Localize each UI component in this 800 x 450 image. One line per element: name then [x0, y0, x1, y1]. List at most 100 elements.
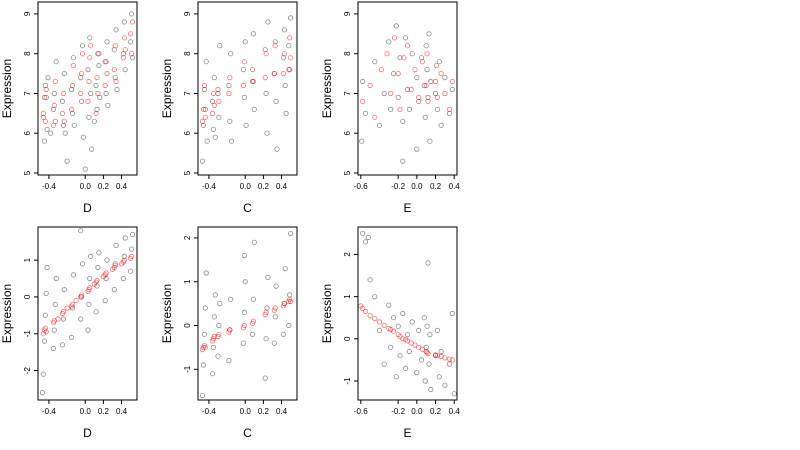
data-point-black	[241, 309, 247, 315]
panel-top-left: -0.4 0.0 0.2 0.4 5 6 7 8 9 D Expression	[0, 1, 138, 215]
data-point-black	[287, 231, 294, 237]
data-point-red	[69, 301, 76, 307]
data-point-black	[251, 239, 257, 245]
data-point-red	[211, 333, 217, 340]
y-tick-label: 6	[343, 130, 352, 135]
data-point-black	[426, 31, 432, 37]
data-point-black	[265, 274, 271, 280]
data-point-black	[414, 369, 420, 376]
data-point-red	[129, 253, 135, 259]
data-point-black	[113, 27, 119, 33]
data-point-black	[402, 35, 409, 41]
data-point-black	[250, 296, 256, 302]
data-point-black	[360, 230, 366, 236]
data-point-red	[216, 331, 222, 337]
y-tick-label: 7	[183, 91, 192, 96]
data-point-black	[43, 94, 49, 101]
data-point-red	[442, 90, 448, 97]
data-point-black	[41, 138, 48, 144]
data-point-black	[414, 146, 420, 152]
data-point-black	[203, 59, 209, 65]
data-point-black	[241, 94, 247, 101]
data-point-red	[263, 51, 269, 57]
data-point-black	[360, 78, 366, 85]
data-point-black	[61, 71, 67, 77]
data-point-black	[390, 71, 397, 77]
y-tick-label: 8	[183, 51, 192, 56]
data-point-black	[129, 231, 136, 237]
x-axis-title: E	[403, 201, 411, 215]
y-tick-label: 6	[183, 130, 192, 135]
data-point-black	[88, 253, 94, 259]
data-point-red	[367, 312, 373, 319]
data-point-black	[449, 86, 455, 93]
y-tick-label: 2	[183, 235, 192, 240]
data-point-black	[264, 130, 270, 136]
data-point-black	[286, 43, 292, 49]
data-point-black	[53, 275, 59, 282]
data-point-red	[388, 326, 394, 333]
data-point-red	[372, 315, 378, 322]
y-tick-label: 5	[343, 170, 352, 175]
data-point-red	[384, 51, 390, 57]
data-point-black	[86, 114, 92, 120]
data-point-black	[129, 246, 135, 252]
data-point-black	[229, 138, 235, 144]
x-tick-label: -0.4	[202, 407, 216, 416]
data-point-black	[272, 314, 278, 320]
y-tick-label: 5	[183, 170, 192, 175]
data-point-black	[211, 314, 217, 320]
data-point-black	[240, 67, 246, 73]
data-point-red	[240, 82, 246, 89]
data-point-black	[282, 82, 288, 89]
data-point-black	[96, 250, 102, 256]
data-point-black	[112, 261, 118, 267]
data-point-black	[376, 327, 383, 333]
data-point-black	[210, 126, 216, 132]
data-point-red	[423, 82, 429, 89]
data-point-black	[61, 286, 67, 293]
data-point-black	[210, 344, 216, 350]
x-tick-label: 0.0	[80, 182, 92, 191]
y-tick-label: -1	[343, 377, 352, 385]
x-tick-label: -0.4	[202, 182, 216, 191]
data-point-red	[111, 67, 117, 73]
data-point-black	[64, 158, 70, 164]
data-point-black	[216, 114, 222, 120]
data-point-black	[39, 389, 46, 396]
data-point-red	[121, 257, 127, 263]
data-point-black	[427, 138, 433, 144]
data-point-red	[103, 59, 109, 65]
data-point-red	[400, 336, 406, 342]
data-point-red	[69, 106, 75, 113]
y-tick-label: -1	[183, 365, 192, 373]
data-point-red	[272, 43, 278, 49]
x-tick-label: -0.6	[354, 182, 368, 191]
data-point-black	[367, 277, 373, 283]
data-point-black	[282, 265, 288, 272]
x-axis-title: C	[243, 426, 252, 440]
x-tick-label: 0.2	[430, 407, 442, 416]
data-point-black	[251, 106, 257, 113]
data-point-black	[40, 114, 47, 120]
data-point-black	[44, 264, 50, 271]
data-point-black	[434, 327, 440, 333]
data-point-red	[391, 35, 397, 41]
data-point-black	[59, 342, 66, 348]
data-point-black	[376, 122, 383, 128]
data-point-red	[241, 322, 247, 329]
data-point-black	[359, 138, 365, 144]
data-point-black	[381, 90, 387, 97]
data-point-red	[64, 305, 70, 311]
data-point-red	[40, 110, 47, 117]
data-point-black	[86, 301, 92, 307]
data-point-black	[242, 279, 248, 285]
plot-frame	[37, 226, 138, 401]
x-tick-label: 0.4	[116, 182, 128, 191]
data-point-black	[393, 374, 399, 380]
data-point-red	[434, 94, 440, 101]
data-point-red	[408, 340, 414, 346]
data-point-red	[78, 90, 84, 97]
data-point-black	[280, 331, 286, 337]
data-point-red	[433, 62, 440, 69]
